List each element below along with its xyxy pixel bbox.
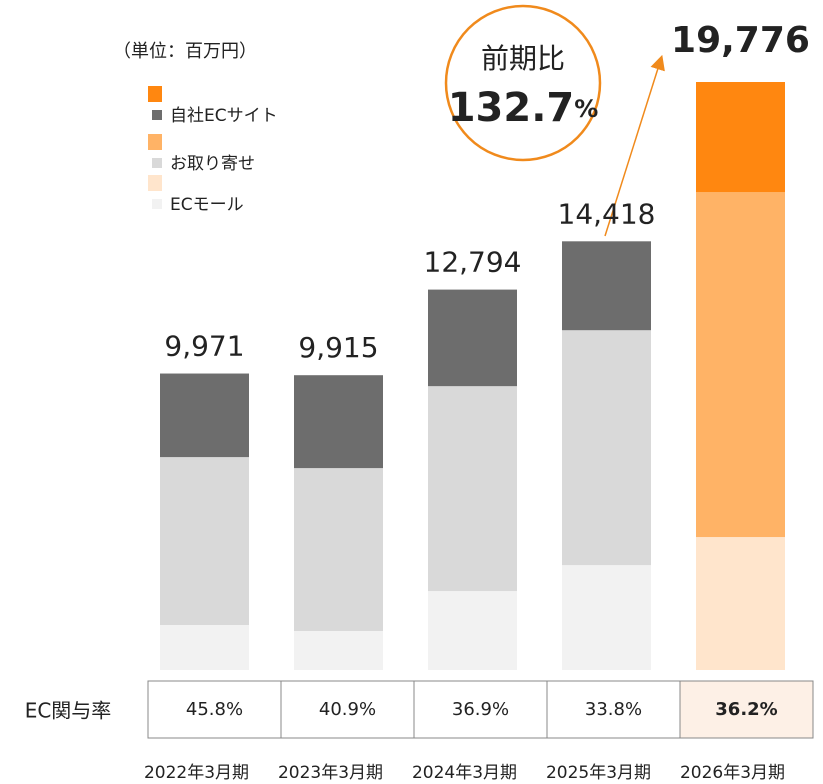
bar-segment: [562, 241, 651, 331]
x-tick-label: 2025年3月期: [546, 763, 651, 783]
total-label: 9,915: [298, 331, 378, 364]
growth-number: 132.7: [448, 85, 575, 131]
legend-label: お取り寄せ: [170, 154, 255, 174]
rate-value: 33.8%: [585, 699, 642, 720]
growth-circle: [444, 4, 602, 162]
bar-segment: [696, 537, 785, 670]
growth-arrow: [604, 54, 665, 237]
growth-unit: %: [574, 95, 598, 123]
bar-segment: [428, 386, 517, 592]
rate-value: 40.9%: [319, 699, 376, 720]
legend-swatch: [152, 199, 162, 209]
bar-segment: [160, 625, 249, 670]
bar-segment: [428, 591, 517, 670]
bar-segment: [294, 375, 383, 469]
rate-value: 36.2%: [715, 699, 777, 720]
growth-label: 前期比: [481, 42, 565, 75]
bar-segment: [562, 565, 651, 670]
total-label: 19,776: [671, 20, 810, 61]
bar-segment: [562, 330, 651, 566]
growth-value: 132.7%: [448, 85, 599, 131]
bar-segment: [696, 82, 785, 193]
bar-segment: [160, 373, 249, 458]
legend-swatch: [152, 110, 162, 120]
x-tick-label: 2026年3月期: [680, 763, 785, 783]
bar-segment: [160, 457, 249, 626]
bar-segment: [294, 468, 383, 632]
rate-cell: [280, 680, 415, 739]
unit-note: （単位：百万円）: [113, 41, 257, 62]
rate-value: 36.9%: [452, 699, 509, 720]
bar-segment: [696, 192, 785, 538]
bar-segment: [428, 289, 517, 387]
x-tick-label: 2024年3月期: [412, 763, 517, 783]
rate-label: EC関与率: [25, 699, 112, 723]
total-label: 9,971: [164, 330, 244, 363]
legend-swatch-highlight: [148, 86, 162, 102]
legend-swatch-highlight: [148, 134, 162, 150]
rate-value: 45.8%: [186, 699, 243, 720]
legend-swatch-highlight: [148, 175, 162, 191]
legend-label: ECモール: [170, 195, 244, 215]
legend-label: 自社ECサイト: [170, 106, 278, 126]
total-label: 12,794: [424, 246, 522, 279]
rate-cell: [546, 680, 681, 739]
bar-segment: [294, 631, 383, 670]
total-label: 14,418: [558, 197, 656, 230]
legend-swatch: [152, 158, 162, 168]
rate-cell: [679, 680, 814, 739]
x-tick-label: 2022年3月期: [144, 763, 249, 783]
rate-cell: [147, 680, 282, 739]
x-tick-label: 2023年3月期: [278, 763, 383, 783]
rate-cell: [413, 680, 548, 739]
